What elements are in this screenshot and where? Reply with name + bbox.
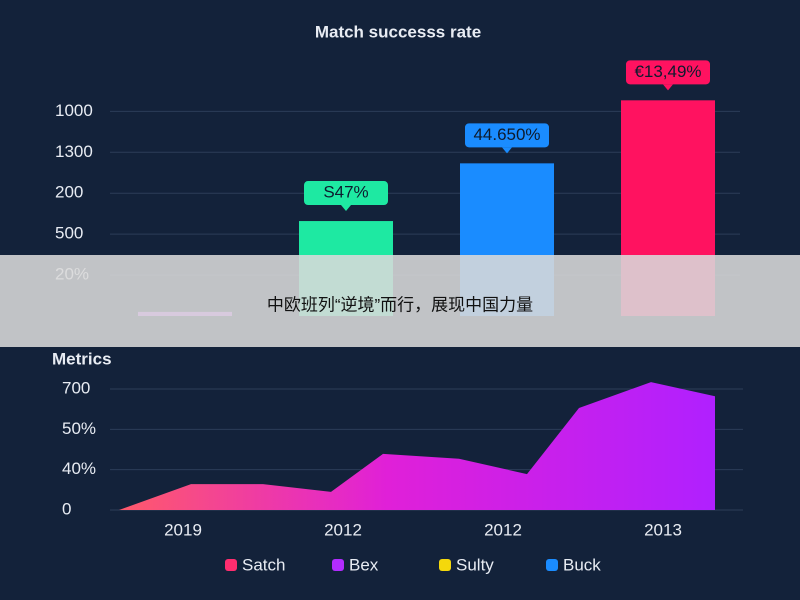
y-tick-label: 700 xyxy=(62,378,90,397)
y-tick-label: 200 xyxy=(55,183,83,202)
chart-title: Match successs rate xyxy=(315,22,481,41)
value-badge xyxy=(626,60,710,85)
x-tick-label: 2013 xyxy=(644,520,682,539)
chart-title: Metrics xyxy=(52,349,112,368)
y-tick-label: 1000 xyxy=(55,101,93,120)
value-badge xyxy=(465,123,549,148)
y-tick-label: 500 xyxy=(55,224,83,243)
banner xyxy=(0,255,800,347)
legend-swatch xyxy=(225,559,237,571)
badge-pointer xyxy=(663,84,673,91)
y-tick-label: 1300 xyxy=(55,142,93,161)
legend-swatch xyxy=(332,559,344,571)
x-tick-label: 2012 xyxy=(484,520,522,539)
legend-swatch xyxy=(546,559,558,571)
x-tick-label: 2012 xyxy=(324,520,362,539)
legend-label: Buck xyxy=(563,555,601,574)
legend-label: Bex xyxy=(349,555,379,574)
legend-label: Sulty xyxy=(456,555,494,574)
banner-text: 中欧班列“逆境”而行，展现中国力量 xyxy=(267,295,533,314)
legend-label: Satch xyxy=(242,555,285,574)
bar-annotation: S47% xyxy=(323,183,368,202)
bar-annotation: €13,49% xyxy=(634,62,701,81)
badge-pointer xyxy=(341,205,351,212)
bar-annotation: 44.650% xyxy=(473,125,540,144)
value-badge xyxy=(304,181,388,206)
area xyxy=(119,382,715,510)
y-tick-label: 0 xyxy=(62,499,71,518)
y-tick-label: 40% xyxy=(62,459,96,478)
legend-swatch xyxy=(439,559,451,571)
x-tick-label: 2019 xyxy=(164,520,202,539)
badge-pointer xyxy=(502,147,512,154)
y-tick-label: 50% xyxy=(62,419,96,438)
